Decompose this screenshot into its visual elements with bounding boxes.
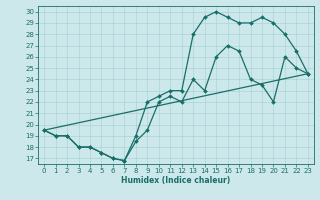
- X-axis label: Humidex (Indice chaleur): Humidex (Indice chaleur): [121, 176, 231, 185]
